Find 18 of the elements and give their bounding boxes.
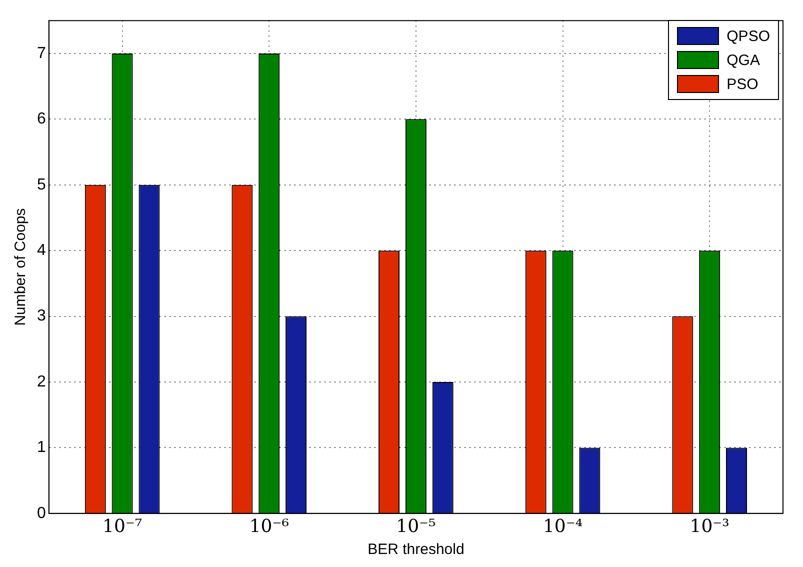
- x-axis-title: BER threshold: [368, 541, 464, 558]
- x-tick-label: 10⁻⁷: [102, 516, 142, 537]
- y-tick-label: 4: [36, 242, 46, 259]
- x-tick-label: 10⁻⁶: [249, 516, 289, 537]
- y-tick-label: 3: [36, 308, 46, 325]
- x-tick-label: 10⁻³: [690, 516, 730, 537]
- y-tick-label: 1: [36, 439, 46, 456]
- y-axis-title: Number of Coops: [12, 208, 30, 326]
- y-tick-label: 0: [36, 504, 46, 522]
- y-tick-label: 5: [36, 176, 46, 194]
- y-tick-label: 6: [36, 110, 46, 128]
- y-tick-label: 7: [36, 44, 46, 62]
- legend-label: QGA: [726, 52, 760, 68]
- legend-label: QPSO: [726, 28, 770, 44]
- x-tick-label: 10⁻⁴: [542, 516, 583, 537]
- y-tick-label: 2: [36, 373, 46, 390]
- x-tick-label: 10⁻⁵: [396, 516, 436, 537]
- legend-label: PSO: [726, 76, 758, 92]
